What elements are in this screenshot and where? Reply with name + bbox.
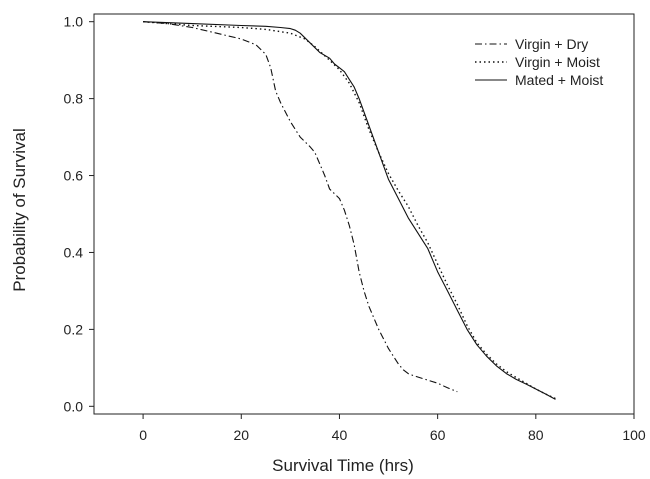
y-tick-label: 0.6 bbox=[64, 168, 84, 184]
x-axis-title: Survival Time (hrs) bbox=[272, 456, 414, 475]
x-tick-label: 40 bbox=[332, 427, 348, 443]
x-tick-label: 20 bbox=[233, 427, 249, 443]
legend: Virgin + Dry Virgin + Moist Mated + Moist bbox=[475, 36, 603, 88]
legend-label: Virgin + Dry bbox=[515, 36, 588, 52]
y-axis-title: Probability of Survival bbox=[10, 128, 29, 291]
series-line-mated-moist bbox=[143, 21, 556, 400]
x-tick-label: 80 bbox=[528, 427, 544, 443]
x-tick-label: 100 bbox=[622, 427, 646, 443]
y-tick-label: 1.0 bbox=[64, 14, 84, 30]
series-layer bbox=[143, 21, 556, 400]
y-tick-label: 0.4 bbox=[64, 244, 84, 260]
x-tick-label: 0 bbox=[139, 427, 147, 443]
y-tick-label: 0.0 bbox=[64, 398, 84, 414]
y-tick-label: 0.2 bbox=[64, 321, 84, 337]
legend-label: Mated + Moist bbox=[515, 72, 603, 88]
axes: 0 20 40 60 80 100 0.0 0.2 0.4 0.6 0.8 1.0 bbox=[64, 13, 646, 443]
series-line-virgin-moist bbox=[143, 21, 556, 400]
legend-label: Virgin + Moist bbox=[515, 54, 600, 70]
plot-frame bbox=[93, 13, 635, 415]
y-tick-label: 0.8 bbox=[64, 91, 84, 107]
x-tick-label: 60 bbox=[430, 427, 446, 443]
series-line-virgin-dry bbox=[143, 21, 458, 393]
